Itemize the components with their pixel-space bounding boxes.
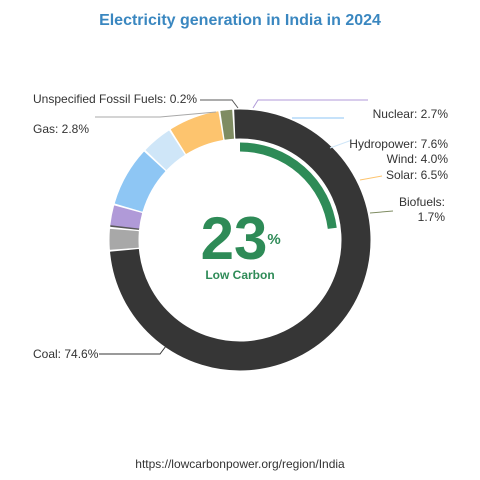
slice-hydropower <box>114 151 166 212</box>
leader-gas <box>95 111 217 118</box>
slice-gas <box>109 228 139 250</box>
leader-wind <box>329 139 353 149</box>
source-url: https://lowcarbonpower.org/region/India <box>135 457 345 471</box>
low-carbon-unit: % <box>267 231 280 248</box>
donut-slices <box>109 109 371 371</box>
slice-labels: Coal: 74.6% Gas: 2.8% Unspecified Fossil F… <box>33 92 448 361</box>
low-carbon-arc <box>239 142 337 229</box>
leader-nuclear <box>252 99 368 109</box>
leader-solar <box>359 175 383 181</box>
leader-coal <box>99 345 167 355</box>
label-biofuels: Biofuels: 1.7% <box>399 195 445 224</box>
chart-title: Electricity generation in India in 2024 <box>99 12 381 29</box>
slice-wind <box>145 130 185 170</box>
slice-coal <box>110 109 371 371</box>
low-carbon-label: Low Carbon <box>205 268 274 282</box>
leader-biofuels <box>369 210 394 214</box>
label-wind: Wind: 4.0% <box>387 152 449 166</box>
low-carbon-value: 23 <box>201 205 268 272</box>
label-coal: Coal: 74.6% <box>33 347 99 361</box>
label-unspecified-fossil-fuels: Unspecified Fossil Fuels: 0.2% <box>33 92 197 106</box>
leader-unspecified-fossil-fuels <box>200 99 239 109</box>
label-solar: Solar: 6.5% <box>386 168 448 182</box>
slice-nuclear <box>110 205 143 229</box>
label-nuclear: Nuclear: 2.7% <box>373 107 449 121</box>
label-gas: Gas: 2.8% <box>33 122 89 136</box>
slice-solar <box>170 111 224 154</box>
leader-lines <box>95 99 394 355</box>
slice-biofuels <box>220 109 235 140</box>
label-hydropower: Hydropower: 7.6% <box>349 137 448 151</box>
